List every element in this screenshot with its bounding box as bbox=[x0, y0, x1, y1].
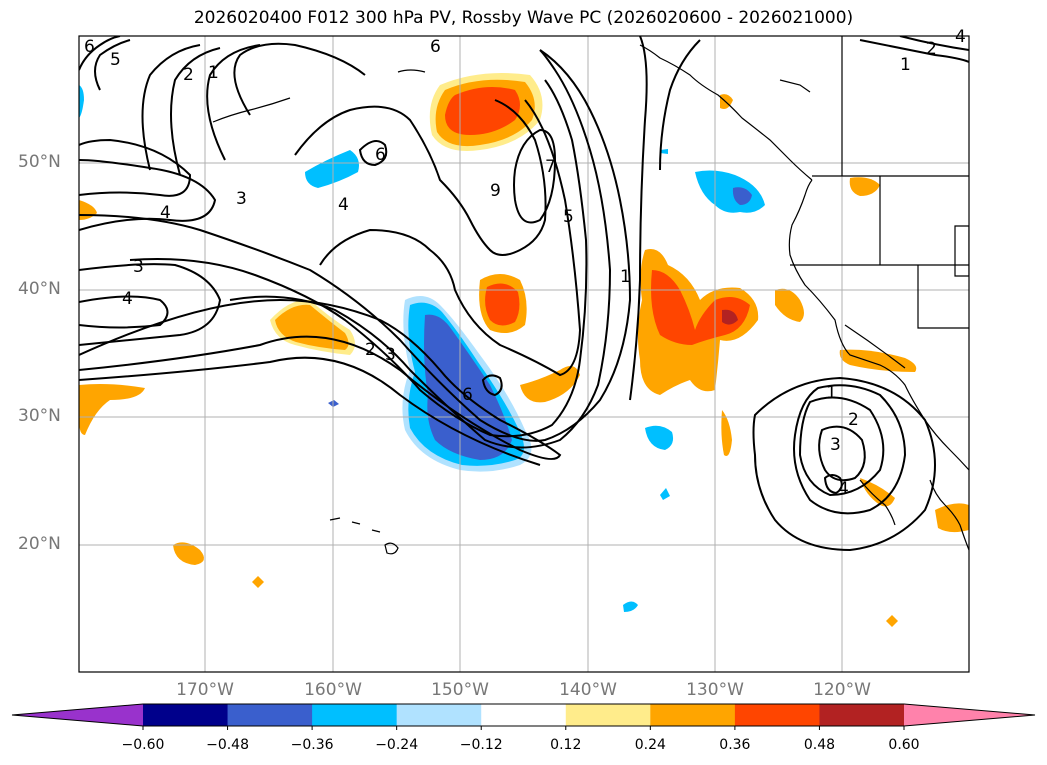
contour-label: 3 bbox=[133, 257, 144, 277]
contour-label: 1 bbox=[826, 383, 837, 403]
map-frame bbox=[78, 35, 970, 673]
contour-label: 5 bbox=[110, 50, 121, 70]
contour-label: 6 bbox=[84, 37, 95, 57]
contour-label: 4 bbox=[838, 479, 849, 499]
lon-label: 120°W bbox=[813, 680, 871, 700]
colorbar-tick-label: 0.60 bbox=[888, 737, 920, 753]
contour-label: 1 bbox=[900, 55, 911, 75]
contour-label: 4 bbox=[160, 203, 171, 223]
contour-label: 5 bbox=[563, 207, 574, 227]
graticule bbox=[79, 36, 969, 672]
colorbar-tick-label: 0.24 bbox=[634, 737, 666, 753]
colorbar-segment bbox=[819, 704, 905, 726]
contour-label: 6 bbox=[462, 385, 473, 405]
colorbar-segment bbox=[143, 704, 229, 726]
contour-label: 9 bbox=[490, 181, 501, 201]
colorbar-segment bbox=[396, 704, 482, 726]
contour-label: 4 bbox=[338, 195, 349, 215]
lat-label: 50°N bbox=[18, 152, 61, 172]
colorbar-extend-high bbox=[904, 704, 1035, 726]
negative-anomaly-shading bbox=[79, 85, 765, 612]
contour-label: 2 bbox=[365, 340, 376, 360]
colorbar-tick-label: −0.60 bbox=[121, 737, 165, 753]
contour-label: 7 bbox=[545, 157, 556, 177]
colorbar-tick-label: 0.48 bbox=[803, 737, 836, 753]
colorbar-segment bbox=[565, 704, 651, 726]
contour-label: 4 bbox=[955, 27, 966, 47]
colorbar-extend-low bbox=[12, 704, 143, 726]
colorbar-tick-label: −0.36 bbox=[290, 737, 334, 753]
map-title: 2026020400 F012 300 hPa PV, Rossby Wave … bbox=[193, 8, 854, 28]
lon-label: 160°W bbox=[304, 680, 362, 700]
colorbar-tick-label: 0.12 bbox=[550, 737, 582, 753]
colorbar-segment bbox=[481, 704, 567, 726]
positive-anomaly-shading bbox=[79, 72, 969, 627]
colorbar-segment bbox=[650, 704, 736, 726]
contour-label: 6 bbox=[375, 145, 386, 165]
colorbar-segment bbox=[734, 704, 820, 726]
lon-label: 130°W bbox=[686, 680, 744, 700]
coastlines bbox=[212, 36, 969, 555]
contour-labels: 6 5 2 1 3 4 3 4 6 4 6 9 7 5 1 2 3 6 4 1 … bbox=[84, 27, 966, 499]
contour-label: 3 bbox=[236, 189, 247, 209]
lat-label: 40°N bbox=[18, 279, 61, 299]
pv-contours bbox=[79, 36, 969, 552]
colorbar-segment bbox=[312, 704, 398, 726]
colorbar-tick-label: −0.48 bbox=[206, 737, 249, 753]
contour-label: 4 bbox=[122, 289, 133, 309]
contour-label: 2 bbox=[183, 65, 194, 85]
colorbar bbox=[11, 703, 1036, 730]
contour-label: 1 bbox=[620, 267, 631, 287]
contour-label: 3 bbox=[830, 435, 841, 455]
colorbar-segment bbox=[227, 704, 313, 726]
lon-label: 150°W bbox=[431, 680, 489, 700]
contour-label: 6 bbox=[430, 37, 441, 57]
colorbar-tick-label: −0.12 bbox=[459, 737, 503, 753]
lat-label: 30°N bbox=[18, 406, 61, 426]
contour-label: 1 bbox=[208, 63, 219, 83]
contour-label: 2 bbox=[926, 39, 937, 59]
colorbar-tick-label: 0.36 bbox=[719, 737, 751, 753]
lat-label: 20°N bbox=[18, 534, 61, 554]
lon-label: 140°W bbox=[559, 680, 617, 700]
lon-label: 170°W bbox=[176, 680, 234, 700]
contour-label: 3 bbox=[385, 345, 396, 365]
colorbar-tick-label: −0.24 bbox=[375, 737, 419, 753]
contour-label: 2 bbox=[848, 410, 859, 430]
